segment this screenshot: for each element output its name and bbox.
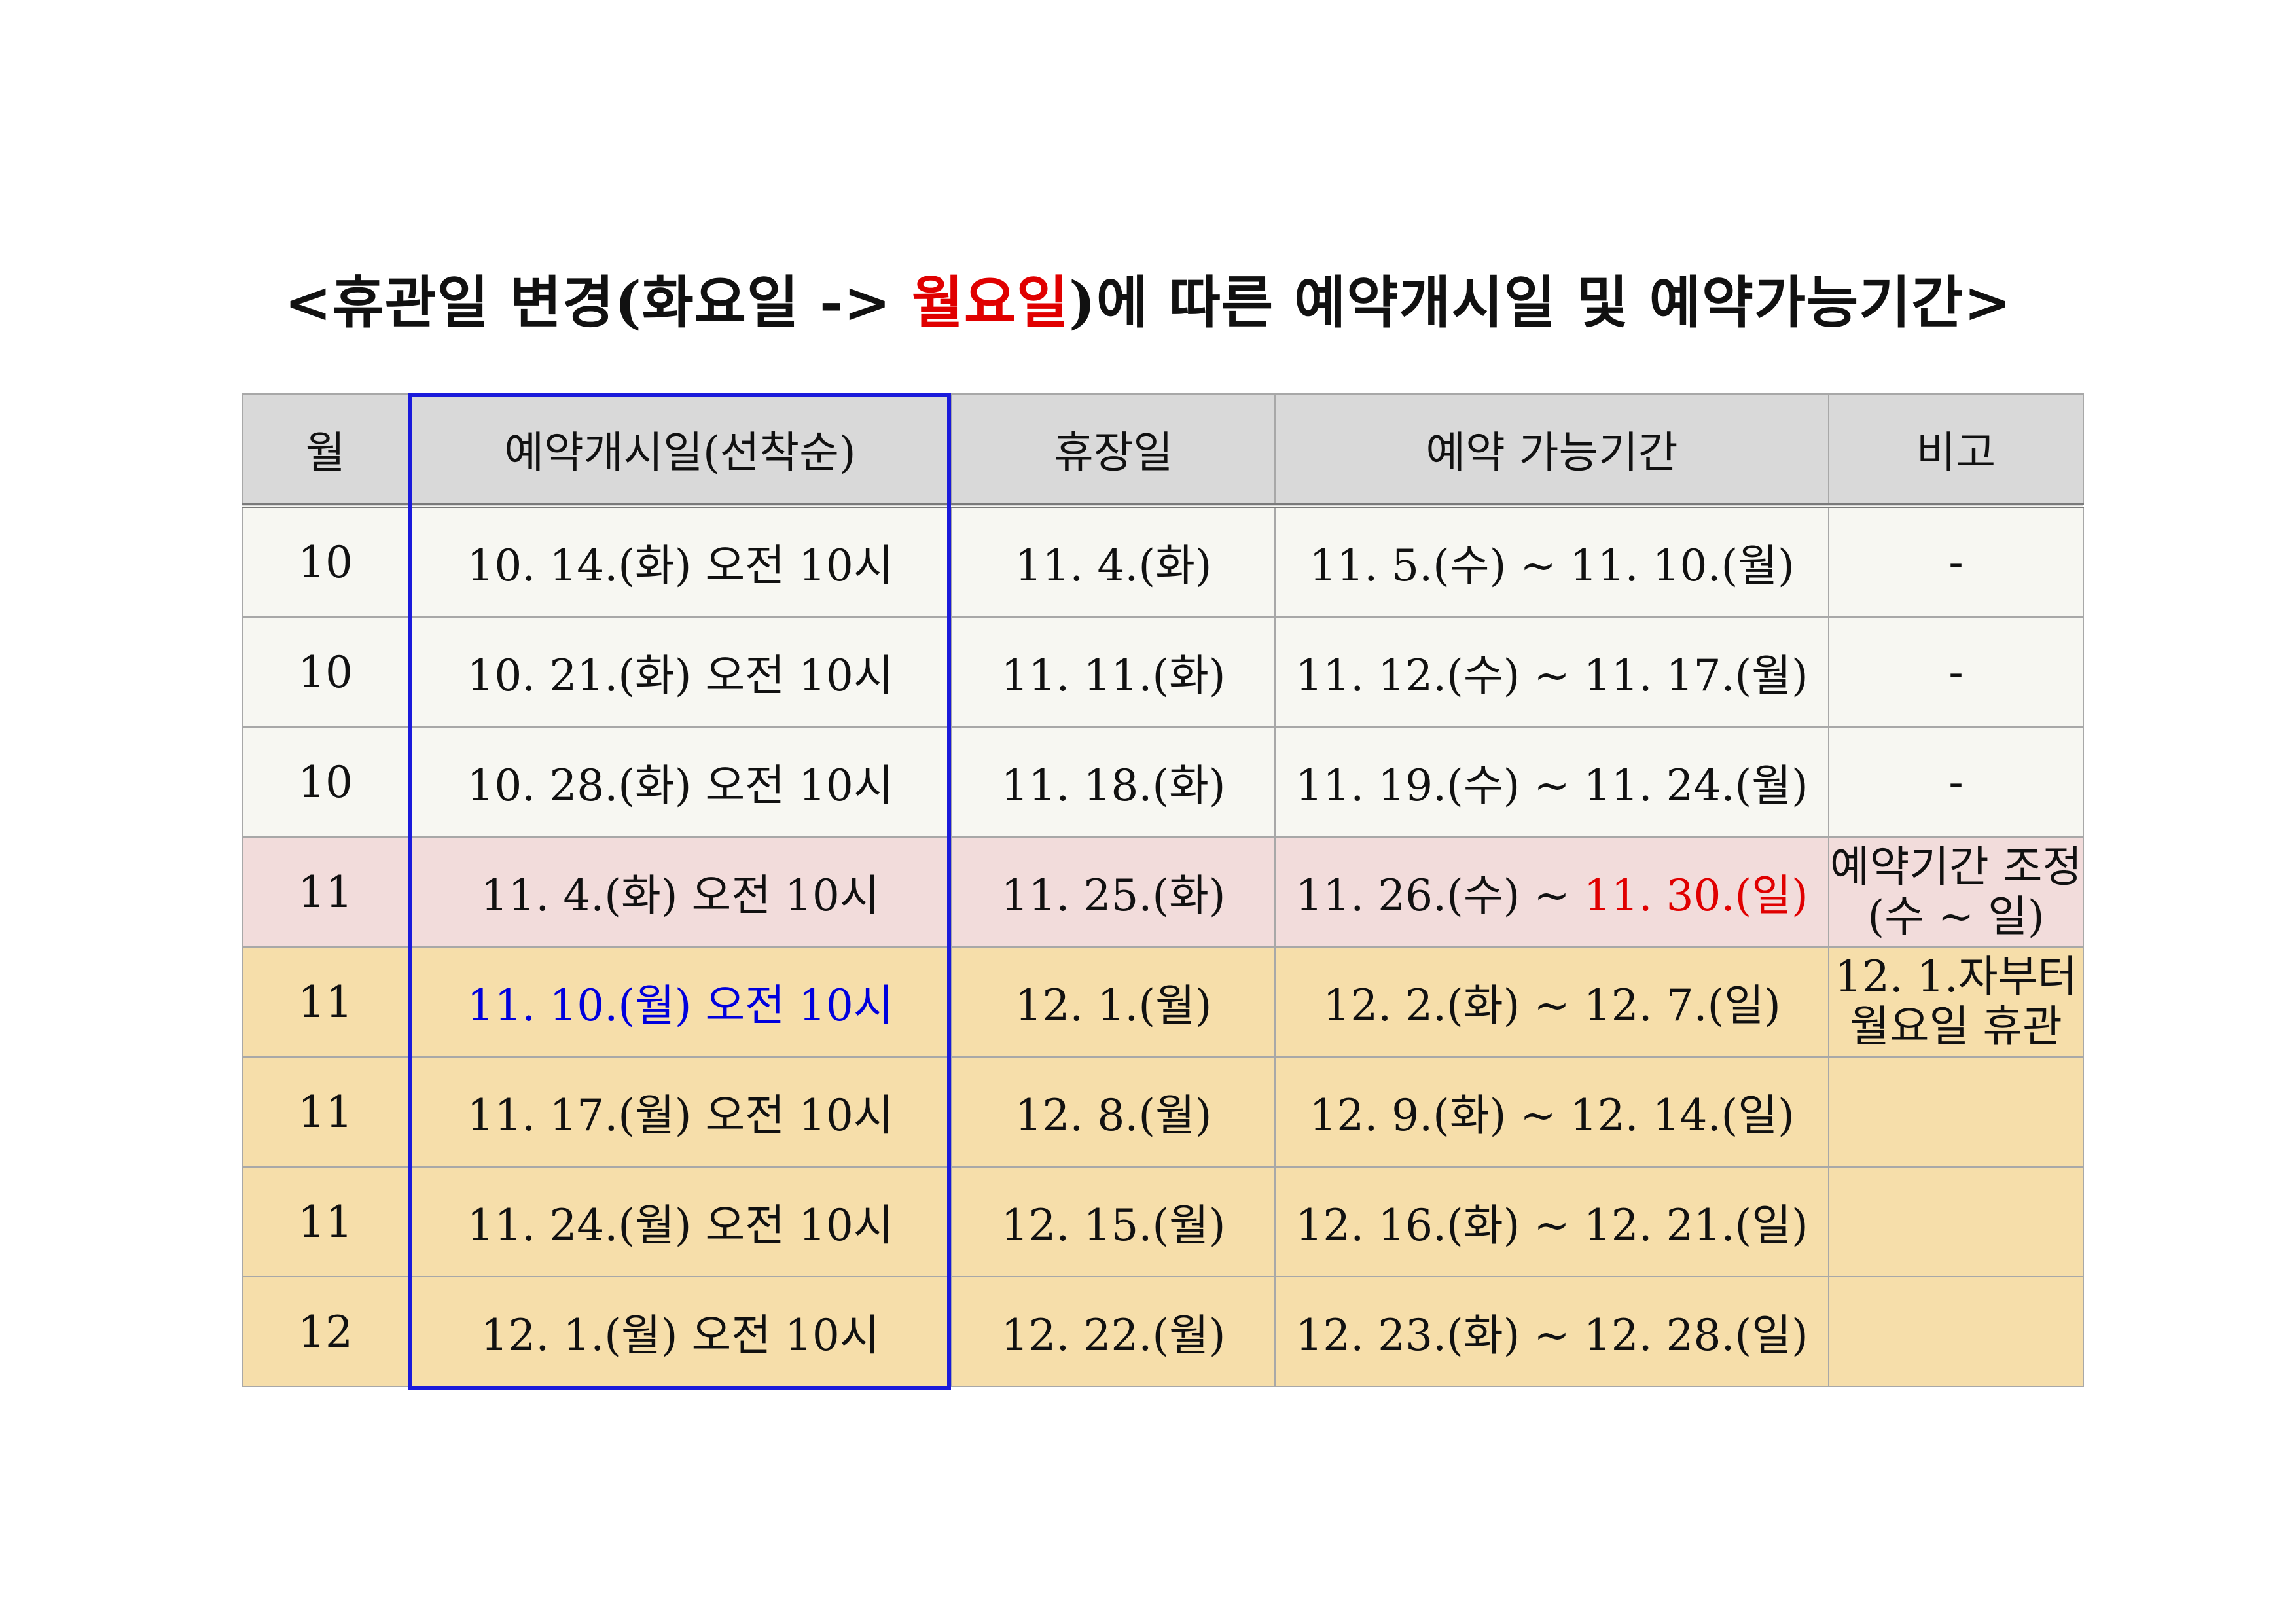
note-line: (수 ~ 일)	[1867, 891, 2045, 942]
header-open-date: 예약개시일(선착순)	[408, 393, 952, 508]
table-row: 10 10. 28.(화) 오전 10시 11. 18.(화) 11. 19.(…	[242, 726, 2084, 838]
cell-month: 10	[242, 726, 409, 838]
cell-month: 12	[242, 1276, 409, 1387]
cell-period: 12. 2.(화) ~ 12. 7.(일)	[1274, 946, 1829, 1058]
cell-period: 12. 23.(화) ~ 12. 28.(일)	[1274, 1276, 1829, 1387]
cell-period: 11. 19.(수) ~ 11. 24.(월)	[1274, 726, 1829, 838]
table-row: 10 10. 21.(화) 오전 10시 11. 11.(화) 11. 12.(…	[242, 616, 2084, 728]
cell-open-date: 10. 14.(화) 오전 10시	[408, 505, 952, 618]
cell-open-date: 11. 24.(월) 오전 10시	[408, 1166, 952, 1277]
cell-closed-day: 12. 22.(월)	[951, 1276, 1276, 1387]
note-line: 월요일 휴관	[1850, 1001, 2062, 1052]
cell-note	[1828, 1166, 2084, 1277]
schedule-table: 월 예약개시일(선착순) 휴장일 예약 가능기간 비고 10 10. 14.(화…	[242, 393, 2084, 1387]
cell-closed-day: 12. 1.(월)	[951, 946, 1276, 1058]
cell-month: 11	[242, 1166, 409, 1277]
cell-closed-day: 11. 11.(화)	[951, 616, 1276, 728]
period-start: 11. 26.(수) ~	[1295, 870, 1584, 921]
title-before: <휴관일 변경(화요일 ->	[284, 270, 912, 336]
cell-open-date: 11. 17.(월) 오전 10시	[408, 1056, 952, 1168]
table-row: 11 11. 10.(월) 오전 10시 12. 1.(월) 12. 2.(화)…	[242, 946, 2084, 1058]
header-month: 월	[242, 393, 409, 508]
header-closed-day: 휴장일	[951, 393, 1276, 508]
cell-open-date: 12. 1.(월) 오전 10시	[408, 1276, 952, 1387]
cell-note	[1828, 1276, 2084, 1387]
table-row: 10 10. 14.(화) 오전 10시 11. 4.(화) 11. 5.(수)…	[242, 505, 2084, 618]
cell-note: -	[1828, 726, 2084, 838]
cell-period: 11. 12.(수) ~ 11. 17.(월)	[1274, 616, 1829, 728]
cell-month: 10	[242, 505, 409, 618]
cell-open-date: 10. 21.(화) 오전 10시	[408, 616, 952, 728]
cell-period: 11. 5.(수) ~ 11. 10.(월)	[1274, 505, 1829, 618]
header-row: 월 예약개시일(선착순) 휴장일 예약 가능기간 비고	[242, 393, 2084, 508]
cell-note: 예약기간 조정 (수 ~ 일)	[1828, 836, 2084, 948]
cell-note: -	[1828, 616, 2084, 728]
cell-note: 12. 1.자부터 월요일 휴관	[1828, 946, 2084, 1058]
cell-month: 10	[242, 616, 409, 728]
cell-closed-day: 11. 25.(화)	[951, 836, 1276, 948]
cell-note	[1828, 1056, 2084, 1168]
table-row: 11 11. 24.(월) 오전 10시 12. 15.(월) 12. 16.(…	[242, 1166, 2084, 1277]
note-line: 예약기간 조정	[1829, 842, 2083, 892]
cell-open-date: 10. 28.(화) 오전 10시	[408, 726, 952, 838]
cell-period: 12. 16.(화) ~ 12. 21.(일)	[1274, 1166, 1829, 1277]
cell-month: 11	[242, 946, 409, 1058]
cell-period: 12. 9.(화) ~ 12. 14.(일)	[1274, 1056, 1829, 1168]
cell-period: 11. 26.(수) ~ 11. 30.(일)	[1274, 836, 1829, 948]
cell-closed-day: 12. 15.(월)	[951, 1166, 1276, 1277]
header-note: 비고	[1828, 393, 2084, 508]
title-after: )에 따른 예약개시일 및 예약가능기간>	[1069, 270, 2012, 336]
title-highlight: 월요일	[911, 270, 1069, 336]
cell-month: 11	[242, 1056, 409, 1168]
note-line: 12. 1.자부터	[1834, 952, 2078, 1002]
cell-note: -	[1828, 505, 2084, 618]
cell-open-date: 11. 10.(월) 오전 10시	[408, 946, 952, 1058]
table-row: 12 12. 1.(월) 오전 10시 12. 22.(월) 12. 23.(화…	[242, 1276, 2084, 1387]
cell-closed-day: 11. 4.(화)	[951, 505, 1276, 618]
cell-closed-day: 11. 18.(화)	[951, 726, 1276, 838]
cell-month: 11	[242, 836, 409, 948]
period-end-adjusted: 11. 30.(일)	[1583, 870, 1808, 921]
page-title: <휴관일 변경(화요일 -> 월요일)에 따른 예약개시일 및 예약가능기간>	[0, 257, 2296, 338]
table-row: 11 11. 17.(월) 오전 10시 12. 8.(월) 12. 9.(화)…	[242, 1056, 2084, 1168]
table-row: 11 11. 4.(화) 오전 10시 11. 25.(화) 11. 26.(수…	[242, 836, 2084, 948]
cell-closed-day: 12. 8.(월)	[951, 1056, 1276, 1168]
cell-open-date: 11. 4.(화) 오전 10시	[408, 836, 952, 948]
header-period: 예약 가능기간	[1274, 393, 1829, 508]
